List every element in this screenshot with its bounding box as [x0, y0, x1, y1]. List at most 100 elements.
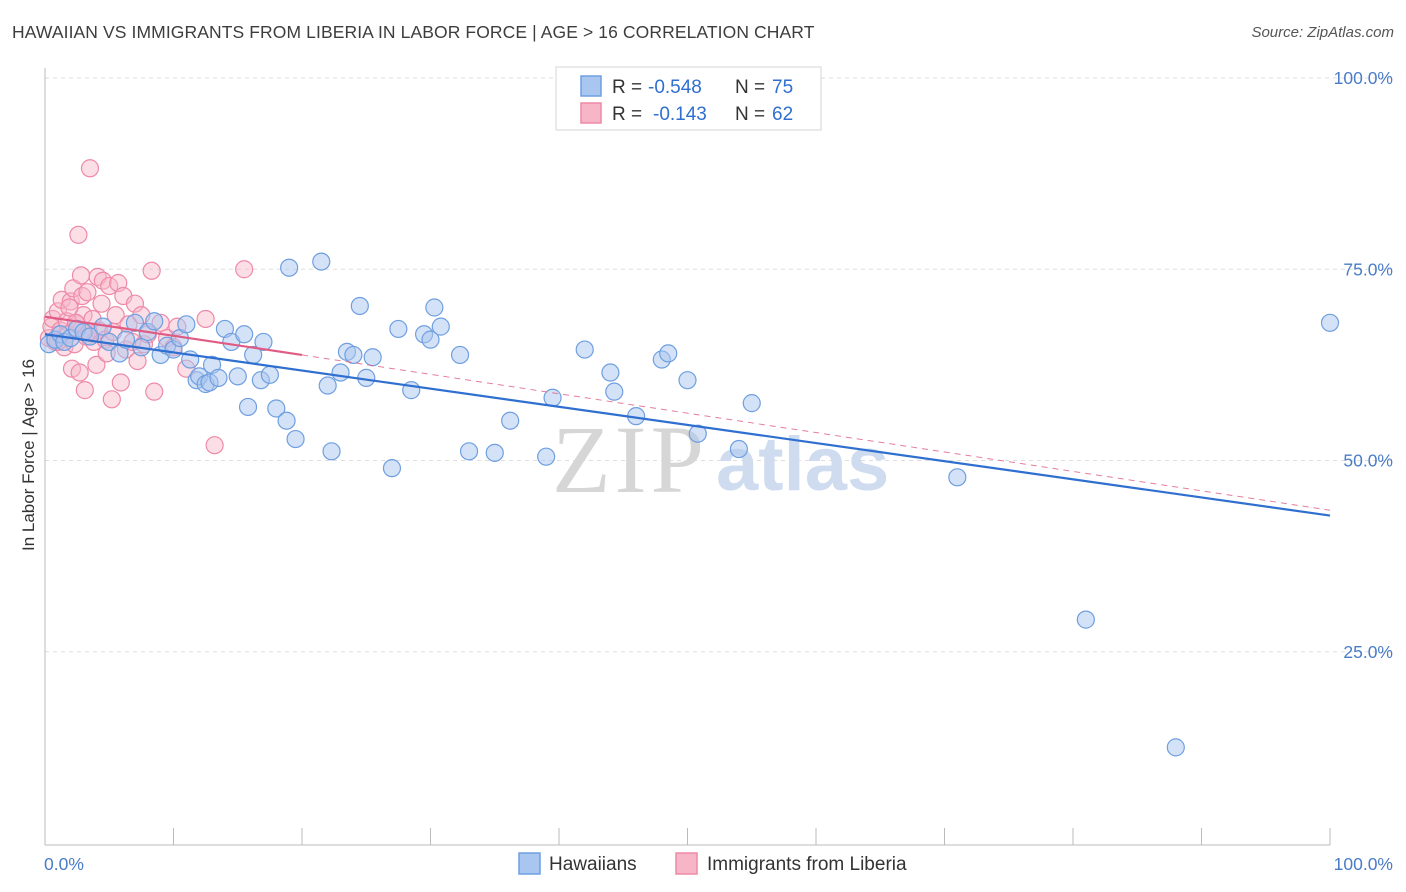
legend-swatch-hawaiians [580, 75, 602, 97]
hawaiian-point-73 [948, 468, 967, 487]
legend-r-label-1: R = [612, 77, 642, 98]
hawaiian-point-11 [116, 330, 136, 349]
hawaiian-point-37 [267, 399, 286, 418]
x-tick-label-1: 100.0% [1334, 854, 1393, 874]
hawaiian-point-43 [322, 442, 341, 461]
hawaiian-point-30 [228, 367, 247, 386]
hawaiian-point-15 [145, 312, 164, 331]
liberia-point-56 [205, 436, 224, 455]
liberia-trend-line [44, 315, 303, 357]
axes [44, 68, 1331, 846]
series-liberia-points [39, 159, 254, 455]
liberia-point-59 [60, 298, 79, 317]
hawaiian-point-71 [729, 439, 749, 459]
x-tick-label-0: 0.0% [44, 854, 84, 874]
tick-labels: 25.0% 50.0% 75.0% 100.0% 0.0% 100.0% [44, 68, 1393, 874]
hawaiian-point-35 [254, 332, 273, 352]
grid-lines [45, 77, 1392, 653]
bottom-legend-swatch-hawaiians [518, 852, 541, 875]
hawaiian-point-46 [344, 345, 363, 365]
hawaiian-point-27 [209, 368, 228, 387]
liberia-trend-extension [301, 354, 1331, 511]
series-legend: Hawaiians Immigrants from Liberia [518, 852, 907, 875]
hawaiian-point-54 [421, 330, 440, 349]
hawaiian-point-61 [537, 447, 556, 466]
hawaiian-point-49 [363, 348, 382, 367]
watermark-atlas: atlas [716, 422, 889, 507]
hawaiian-point-32 [238, 397, 258, 417]
liberia-point-4 [48, 302, 67, 321]
legend-r-value-1: -0.548 [648, 77, 702, 98]
legend-swatch-liberia [580, 102, 602, 124]
hawaiian-point-74 [1076, 610, 1095, 629]
liberia-point-49 [145, 382, 164, 401]
liberia-point-26 [87, 355, 106, 374]
liberia-point-36 [106, 306, 125, 325]
liberia-point-16 [70, 363, 89, 382]
legend-n-value-2: 62 [772, 104, 793, 125]
series-hawaiians-points [39, 252, 1340, 757]
hawaiian-point-40 [286, 429, 305, 449]
hawaiian-point-60 [501, 411, 520, 430]
liberia-point-55 [196, 309, 215, 329]
legend-n-value-1: 75 [772, 77, 793, 98]
hawaiian-point-20 [177, 315, 196, 334]
hawaiian-point-39 [280, 258, 299, 277]
hawaiian-point-50 [382, 459, 402, 478]
hawaiian-point-42 [318, 376, 337, 395]
hawaiian-point-36 [260, 365, 279, 384]
y-tick-label-1: 50.0% [1343, 451, 1393, 471]
liberia-point-48 [142, 261, 161, 280]
hawaiian-point-59 [485, 443, 504, 462]
hawaiian-point-58 [459, 442, 479, 461]
hawaiian-point-65 [605, 382, 624, 401]
chart-title: HAWAIIAN VS IMMIGRANTS FROM LIBERIA IN L… [12, 22, 815, 42]
liberia-point-23 [80, 159, 100, 178]
bottom-legend-hawaiians: Hawaiians [549, 854, 637, 875]
y-axis-title: In Labor Force | Age > 16 [19, 359, 38, 551]
hawaiian-point-38 [277, 411, 296, 430]
hawaiian-point-64 [601, 363, 620, 382]
hawaiian-point-31 [235, 325, 254, 344]
hawaiians-trend-line [44, 333, 1331, 517]
hawaiian-point-63 [575, 340, 594, 359]
legend-n-label-1: N = [735, 77, 765, 98]
hawaiian-point-56 [431, 317, 450, 336]
hawaiian-point-47 [350, 296, 369, 316]
legend-r-value-2: -0.143 [653, 104, 707, 125]
liberia-point-38 [111, 373, 130, 392]
liberia-point-20 [75, 381, 94, 400]
hawaiian-point-76 [1320, 313, 1340, 332]
liberia-point-15 [69, 225, 88, 244]
bottom-legend-swatch-liberia [675, 852, 698, 875]
liberia-point-17 [71, 266, 91, 285]
hawaiian-point-44 [331, 363, 350, 382]
trend-lines [44, 315, 1331, 517]
hawaiian-point-41 [312, 252, 331, 271]
bottom-legend-liberia: Immigrants from Liberia [707, 854, 907, 875]
y-tick-label-3: 100.0% [1334, 68, 1393, 88]
liberia-point-6 [52, 290, 71, 309]
hawaiian-point-70 [688, 424, 707, 443]
liberia-point-29 [92, 294, 111, 313]
hawaiian-point-55 [425, 298, 444, 317]
liberia-point-34 [102, 390, 121, 409]
hawaiian-point-75 [1166, 738, 1185, 757]
legend-r-label-2: R = [612, 104, 642, 125]
hawaiian-point-69 [678, 371, 697, 390]
watermark: ZIP atlas [552, 406, 889, 513]
hawaiian-point-12 [125, 313, 145, 332]
liberia-point-43 [125, 294, 145, 313]
correlation-legend: R = -0.548 N = 75 R = -0.143 N = 62 [555, 66, 822, 131]
hawaiian-point-68 [659, 344, 678, 363]
y-tick-label-0: 25.0% [1343, 642, 1393, 662]
hawaiian-point-57 [450, 345, 470, 365]
y-tick-label-2: 75.0% [1343, 259, 1393, 279]
legend-n-label-2: N = [735, 104, 765, 125]
liberia-point-57 [235, 260, 254, 279]
chart-source: Source: ZipAtlas.com [1251, 24, 1394, 41]
hawaiian-point-51 [389, 319, 408, 339]
hawaiian-point-72 [742, 394, 761, 413]
liberia-point-22 [78, 283, 97, 302]
